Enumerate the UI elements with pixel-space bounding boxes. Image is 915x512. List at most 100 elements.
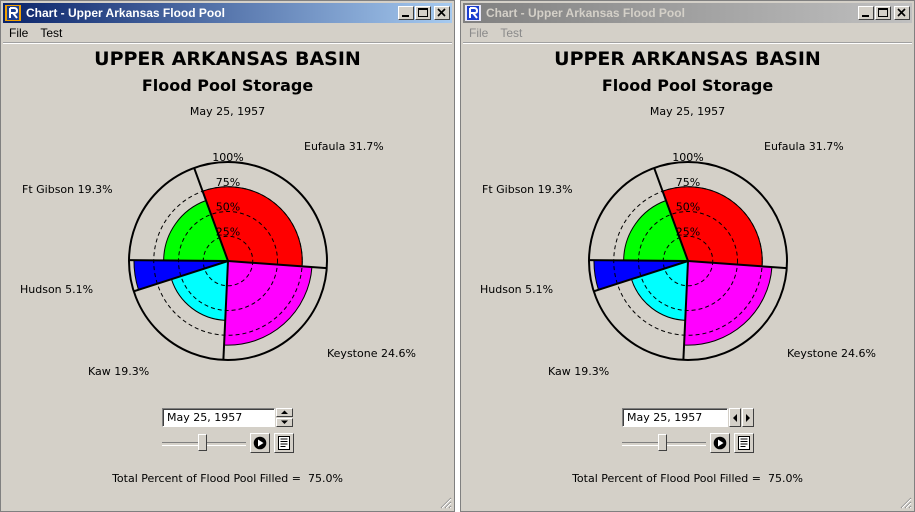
date-slider[interactable] <box>622 433 708 453</box>
ring-label: 50% <box>676 201 700 214</box>
report-button[interactable] <box>274 433 294 453</box>
report-icon <box>278 436 290 450</box>
slice-label-ft-gibson: Ft Gibson 19.3% <box>482 183 573 196</box>
slice-boundary <box>588 259 689 262</box>
slice-boundary <box>593 260 689 293</box>
slice-label-kaw: Kaw 19.3% <box>88 365 149 378</box>
menu-bar: File Test <box>3 24 452 42</box>
slice-keystone <box>223 260 313 346</box>
slice-label-keystone: Keystone 24.6% <box>787 347 876 360</box>
date-down-button[interactable] <box>276 418 293 427</box>
date-field[interactable]: May 25, 1957 <box>162 408 275 427</box>
close-button[interactable] <box>894 6 910 20</box>
slice-label-keystone: Keystone 24.6% <box>327 347 416 360</box>
chart-subtitle: Flood Pool Storage <box>601 76 774 95</box>
play-icon <box>253 436 267 450</box>
report-icon <box>738 436 750 450</box>
slice-label-hudson: Hudson 5.1% <box>480 283 553 296</box>
maximize-button[interactable] <box>875 6 891 20</box>
date-slider[interactable] <box>162 433 248 453</box>
total-value: 75.0% <box>307 472 343 485</box>
menu-file[interactable]: File <box>469 26 489 40</box>
menu-file[interactable]: File <box>9 26 29 40</box>
chart-window-left: Chart - Upper Arkansas Flood Pool File T… <box>0 0 455 512</box>
title-bar[interactable]: Chart - Upper Arkansas Flood Pool <box>463 3 912 23</box>
maximize-icon <box>418 8 428 17</box>
ring-label: 75% <box>216 176 240 189</box>
close-icon <box>437 8 446 17</box>
slice-boundary <box>193 167 229 262</box>
chart-date: May 25, 1957 <box>189 105 266 118</box>
app-icon <box>5 5 21 21</box>
slice-label-hudson: Hudson 5.1% <box>20 283 93 296</box>
chart-title: UPPER ARKANSAS BASIN <box>554 48 821 70</box>
slice-keystone <box>683 260 773 346</box>
date-next-button[interactable] <box>742 408 754 427</box>
minimize-icon <box>862 15 869 17</box>
slice-boundary <box>133 260 229 293</box>
play-button[interactable] <box>250 433 270 453</box>
slice-ft-gibson <box>163 199 229 262</box>
total-label: Total Percent of Flood Pool Filled = <box>112 472 301 485</box>
slice-boundary <box>687 260 787 270</box>
slice-kaw <box>630 260 689 321</box>
total-label: Total Percent of Flood Pool Filled = <box>572 472 761 485</box>
minimize-button[interactable] <box>398 6 414 20</box>
chart-subtitle: Flood Pool Storage <box>141 76 314 95</box>
chevron-up-icon <box>281 410 288 414</box>
total-percent-text: Total Percent of Flood Pool Filled = 75.… <box>461 472 914 485</box>
app-icon <box>465 5 481 21</box>
total-value: 75.0% <box>767 472 803 485</box>
ring-label: 75% <box>676 176 700 189</box>
polar-chart: 25% 50% 75% 100% Eufaula 31.7% Keystone 24.6%… <box>480 140 876 378</box>
maximize-button[interactable] <box>415 6 431 20</box>
slice-kaw <box>170 260 229 321</box>
ring-label: 100% <box>212 151 243 164</box>
slider-thumb[interactable] <box>658 434 667 451</box>
date-stepper[interactable] <box>276 408 293 427</box>
slice-label-ft-gibson: Ft Gibson 19.3% <box>22 183 113 196</box>
chevron-right-icon <box>746 414 750 422</box>
slice-boundary <box>682 260 689 360</box>
slice-boundary <box>222 260 229 360</box>
slice-label-kaw: Kaw 19.3% <box>548 365 609 378</box>
chevron-down-icon <box>281 420 288 424</box>
menu-test[interactable]: Test <box>40 26 63 40</box>
date-field[interactable]: May 25, 1957 <box>622 408 728 427</box>
report-button[interactable] <box>734 433 754 453</box>
maximize-icon <box>878 8 888 17</box>
menu-separator <box>3 42 452 44</box>
ring-label: 50% <box>216 201 240 214</box>
slider-thumb[interactable] <box>198 434 207 451</box>
resize-grip-icon[interactable] <box>900 497 912 509</box>
ring-label: 25% <box>216 225 240 238</box>
close-button[interactable] <box>434 6 450 20</box>
play-icon <box>713 436 727 450</box>
polar-chart: 25% 50% 75% 100% Eufaula 31.7% Keystone 24.6%… <box>20 140 416 378</box>
play-button[interactable] <box>710 433 730 453</box>
slice-label-eufaula: Eufaula 31.7% <box>304 140 384 153</box>
chart-title: UPPER ARKANSAS BASIN <box>94 48 361 70</box>
slice-boundary <box>227 260 327 270</box>
slice-boundary <box>653 167 689 262</box>
date-prev-button[interactable] <box>729 408 741 427</box>
menu-bar: File Test <box>463 24 912 42</box>
slice-boundary <box>128 259 229 262</box>
chart-window-right: Chart - Upper Arkansas Flood Pool File T… <box>460 0 915 512</box>
resize-grip-icon[interactable] <box>440 497 452 509</box>
ring-label: 100% <box>672 151 703 164</box>
minimize-button[interactable] <box>858 6 874 20</box>
date-up-button[interactable] <box>276 408 293 417</box>
menu-separator <box>463 42 912 44</box>
minimize-icon <box>402 15 409 17</box>
chart-date: May 25, 1957 <box>649 105 726 118</box>
window-title: Chart - Upper Arkansas Flood Pool <box>26 6 225 20</box>
close-icon <box>897 8 906 17</box>
slice-ft-gibson <box>623 199 689 262</box>
window-title: Chart - Upper Arkansas Flood Pool <box>486 6 685 20</box>
chevron-left-icon <box>733 414 737 422</box>
menu-test[interactable]: Test <box>500 26 523 40</box>
total-percent-text: Total Percent of Flood Pool Filled = 75.… <box>1 472 454 485</box>
ring-label: 25% <box>676 225 700 238</box>
title-bar[interactable]: Chart - Upper Arkansas Flood Pool <box>3 3 452 23</box>
